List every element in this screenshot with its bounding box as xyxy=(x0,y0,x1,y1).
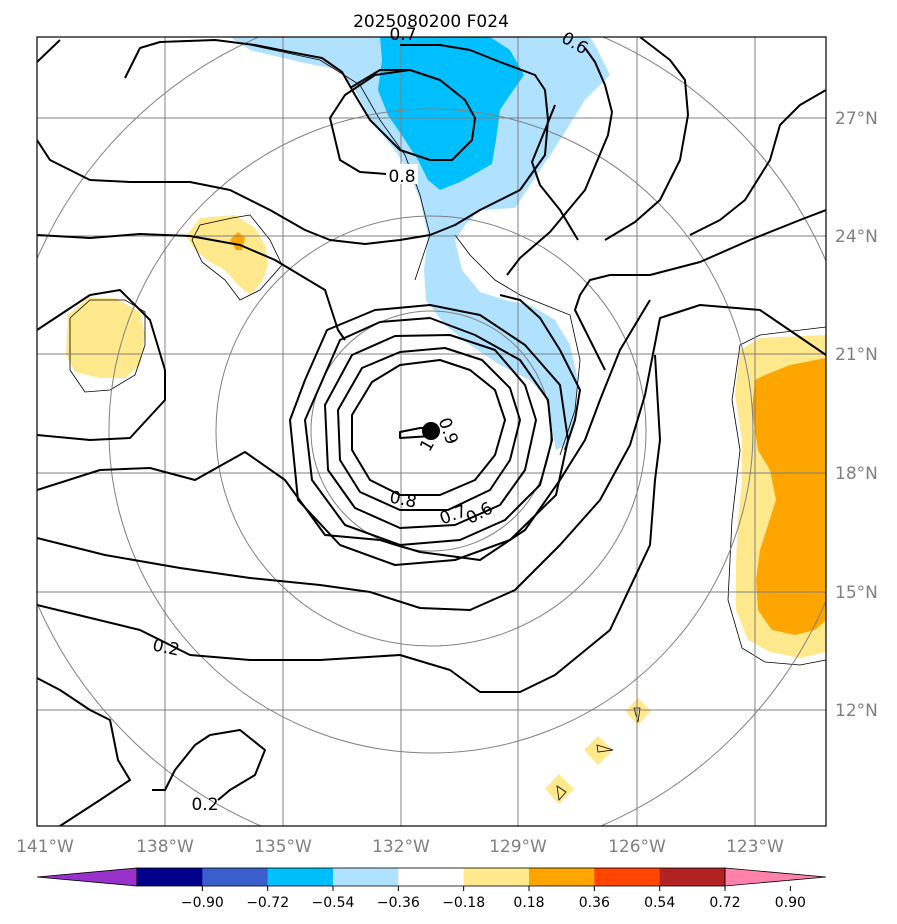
yellow-region-west xyxy=(66,298,145,378)
colorbar-extend-high xyxy=(724,867,827,887)
colorbar-tick-label: 0.72 xyxy=(709,895,740,911)
chart-title: 2025080200 F024 xyxy=(353,12,509,32)
colorbar-segment xyxy=(398,868,465,886)
colorbar: −0.90 −0.72 −0.54 −0.36 −0.18 0.18 0.36 0.54 0.7… xyxy=(36,867,827,911)
x-tick-label: 129°W xyxy=(489,837,547,857)
y-tick-label: 12°N xyxy=(835,701,878,721)
colorbar-tick-label: −0.18 xyxy=(442,895,485,911)
x-axis-ticks: 141°W 138°W 135°W 132°W 129°W 126°W 123°… xyxy=(16,837,784,857)
grid xyxy=(37,37,826,826)
colorbar-tick-label: 0.36 xyxy=(579,895,610,911)
y-tick-label: 27°N xyxy=(835,109,878,129)
yellow-dot-2 xyxy=(584,736,613,765)
y-tick-label: 18°N xyxy=(835,464,878,484)
contour-label: 0.7 xyxy=(389,25,416,45)
isolines xyxy=(37,37,826,826)
x-tick-label: 135°W xyxy=(254,837,312,857)
light-blue-region xyxy=(230,37,610,450)
map-frame xyxy=(36,36,827,827)
y-tick-label: 15°N xyxy=(835,583,878,603)
yellow-region-nw xyxy=(186,215,268,295)
x-tick-label: 123°W xyxy=(726,837,784,857)
map-area xyxy=(37,37,826,826)
yellow-dot-1 xyxy=(625,698,651,725)
orange-region-east xyxy=(752,358,826,635)
storm-center-marker xyxy=(422,422,440,440)
contour-label: 0.8 xyxy=(388,167,415,187)
x-tick-label: 132°W xyxy=(372,837,430,857)
colorbar-segment xyxy=(659,868,726,886)
filled-regions xyxy=(66,37,826,804)
y-axis-ticks: 27°N 24°N 21°N 18°N 15°N 12°N xyxy=(835,109,878,721)
deep-blue-region xyxy=(378,37,524,190)
colorbar-tick-label: 0.18 xyxy=(513,895,544,911)
colorbar-segment xyxy=(202,868,269,886)
colorbar-extend-low xyxy=(36,867,138,887)
x-tick-label: 141°W xyxy=(16,837,74,857)
yellow-dot-3 xyxy=(545,774,574,804)
colorbar-segment xyxy=(267,868,334,886)
colorbar-segment xyxy=(463,868,530,886)
colorbar-tick-label: 0.54 xyxy=(644,895,675,911)
colorbar-tick-label: −0.90 xyxy=(181,895,224,911)
colorbar-tick-label: 0.90 xyxy=(775,895,806,911)
colorbar-segment xyxy=(333,868,399,886)
colorbar-segment xyxy=(137,868,203,886)
colorbar-tick-label: −0.36 xyxy=(377,895,420,911)
colorbar-tick-label: −0.54 xyxy=(312,895,355,911)
y-tick-label: 21°N xyxy=(835,345,878,365)
contour-label: 0.2 xyxy=(191,795,218,815)
x-tick-label: 138°W xyxy=(136,837,194,857)
colorbar-tick-label: −0.72 xyxy=(246,895,289,911)
y-tick-label: 24°N xyxy=(835,227,878,247)
colorbar-segment xyxy=(529,868,595,886)
x-tick-label: 126°W xyxy=(608,837,666,857)
colorbar-segment xyxy=(594,868,661,886)
